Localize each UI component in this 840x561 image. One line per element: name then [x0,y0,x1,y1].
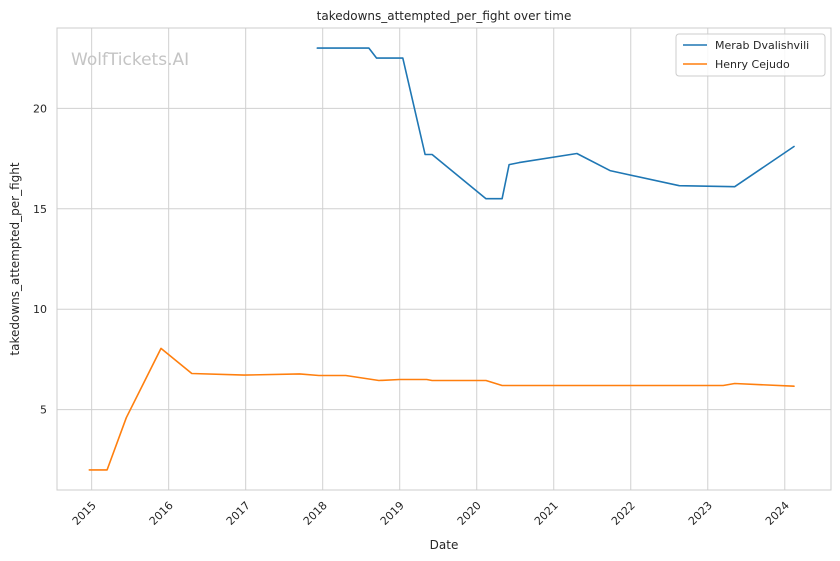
x-axis-title: Date [430,538,459,552]
legend-label-henry: Henry Cejudo [715,58,790,71]
watermark: WolfTickets.AI [71,50,189,70]
legend-label-merab: Merab Dvalishvili [715,39,809,52]
series-line-merab [316,47,795,200]
legend-box [675,33,826,77]
y-axis-title: takedowns_attempted_per_fight [8,162,22,355]
y-tick-label: 15 [33,203,47,216]
plot-area [57,28,831,490]
series-lines [88,47,795,471]
series-line-henry [88,347,795,471]
y-tick-label: 10 [33,303,47,316]
grid [57,28,831,490]
chart-title: takedowns_attempted_per_fight over time [317,9,572,23]
plot-frame [56,27,832,491]
y-tick-label: 5 [40,404,47,417]
y-axis-ticks: 5 10 15 20 [33,102,47,416]
y-tick-label: 20 [33,102,47,115]
legend: Merab Dvalishvili Henry Cejudo [675,33,826,77]
